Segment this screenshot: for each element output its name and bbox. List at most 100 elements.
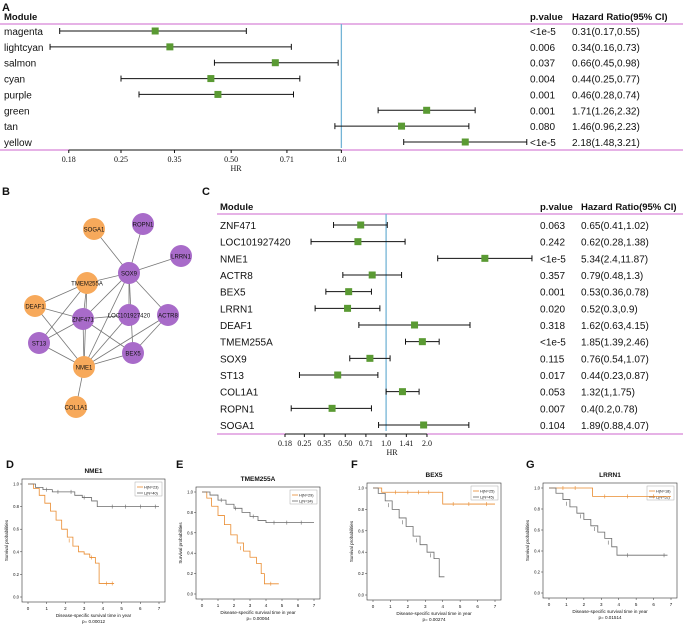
y-tick-label: 0.0 — [13, 595, 19, 600]
x-tick-label: 1.41 — [399, 439, 413, 448]
header-module: Module — [220, 202, 253, 213]
x-tick-label: 2 — [583, 602, 586, 607]
legend-box — [289, 489, 318, 505]
y-tick-label: 0.8 — [13, 504, 19, 509]
row-hazard-ratio-ci: 0.34(0.16,0.73) — [572, 43, 640, 54]
network-node-COL1A1: COL1A1 — [64, 396, 88, 418]
hr-point-box — [334, 371, 342, 379]
x-tick-label: 5 — [459, 604, 462, 609]
km-curve-l — [549, 487, 668, 556]
y-tick-label: 0.4 — [534, 549, 540, 554]
network-node-ZNF471: ZNF471 — [72, 308, 94, 330]
row-pvalue: <1e-5 — [530, 138, 556, 149]
row-pvalue: 0.001 — [530, 106, 555, 117]
row-hazard-ratio-ci: 0.31(0.17,0.55) — [572, 27, 640, 38]
forest-row-purple: purple 0.001 0.46(0.28,0.74) — [4, 90, 640, 101]
row-pvalue: 0.318 — [540, 321, 565, 332]
row-label: magenta — [4, 27, 43, 38]
km-plot-frame — [542, 482, 678, 599]
km-pvalue: p= 0.00274 — [422, 617, 446, 622]
row-hazard-ratio-ci: 0.44(0.23,0.87) — [581, 371, 649, 382]
hr-point-box — [207, 75, 215, 83]
node-label: SOX9 — [121, 272, 138, 278]
y-tick-label: 0.2 — [13, 572, 19, 577]
y-tick-label: 0.6 — [534, 528, 540, 533]
x-tick-label: 7 — [670, 602, 673, 607]
y-tick-label: 0.2 — [358, 571, 364, 576]
row-label: cyan — [4, 75, 25, 86]
node-label: DEAF1 — [25, 305, 45, 311]
legend-label-low: L(N=34) — [299, 500, 314, 504]
node-label: ZNF471 — [72, 318, 94, 324]
y-tick-label: 0.6 — [358, 528, 364, 533]
panel-letter: C — [202, 186, 210, 198]
hr-point-box — [354, 238, 362, 246]
hr-point-box — [328, 404, 336, 412]
km-pvalue: p= 0.01514 — [598, 615, 622, 620]
node-circle — [83, 218, 105, 240]
x-tick-label: 5 — [281, 603, 284, 608]
row-hazard-ratio-ci: 0.76(0.54,1.07) — [581, 354, 649, 365]
row-hazard-ratio-ci: 0.66(0.45,0.98) — [572, 59, 640, 70]
x-tick-label: 6 — [652, 602, 655, 607]
row-label: DEAF1 — [220, 321, 253, 332]
node-circle — [118, 262, 140, 284]
x-axis-label: HR — [386, 448, 398, 457]
km-plot-frame — [195, 486, 321, 600]
panel-letter: B — [2, 186, 10, 198]
x-axis-label: Disease-specific survival time in year — [56, 613, 132, 618]
x-axis-label: Disease-specific survival time in year — [396, 611, 472, 616]
forest-row-LOC101927420: LOC101927420 0.242 0.62(0.28,1.38) — [220, 238, 649, 249]
header-hazard-ratio: Hazard Ratio(95% CI) — [581, 202, 677, 213]
row-pvalue: 0.004 — [530, 75, 555, 86]
forest-row-DEAF1: DEAF1 0.318 1.62(0.63,4.15) — [220, 321, 649, 332]
x-tick-label: 4 — [265, 603, 268, 608]
km-title: NME1 — [84, 468, 102, 475]
km-title: BEX5 — [426, 472, 443, 479]
row-hazard-ratio-ci: 0.4(0.2,0.78) — [581, 404, 638, 415]
forest-row-SOGA1: SOGA1 0.104 1.89(0.88,4.07) — [220, 421, 649, 432]
header-hazard-ratio: Hazard Ratio(95% CI) — [572, 12, 668, 23]
forest-row-cyan: cyan 0.004 0.44(0.25,0.77) — [4, 75, 640, 86]
x-tick-label: 1 — [389, 604, 392, 609]
row-pvalue: 0.104 — [540, 421, 565, 432]
row-pvalue: 0.017 — [540, 371, 565, 382]
km-curve-l — [373, 487, 445, 578]
hr-point-box — [411, 321, 419, 329]
x-tick-label: 4 — [617, 602, 620, 607]
y-tick-label: 1.0 — [13, 482, 19, 487]
network-node-DEAF1: DEAF1 — [24, 295, 46, 317]
x-tick-label: 0.50 — [224, 155, 238, 164]
row-label: purple — [4, 90, 32, 101]
node-circle — [76, 272, 98, 294]
header-module: Module — [4, 12, 37, 23]
x-axis-label: HR — [230, 164, 242, 173]
forest-row-salmon: salmon 0.037 0.66(0.45,0.98) — [4, 59, 640, 70]
node-circle — [132, 213, 154, 235]
y-tick-label: 0.0 — [187, 592, 193, 597]
panel-letter: A — [2, 2, 10, 14]
row-hazard-ratio-ci: 0.53(0.36,0.78) — [581, 288, 649, 299]
x-tick-label: 0.18 — [62, 155, 76, 164]
x-tick-label: 0 — [548, 602, 551, 607]
node-label: BEX5 — [125, 352, 141, 358]
x-tick-label: 3 — [424, 604, 427, 609]
km-title: TMEM255A — [241, 476, 276, 483]
y-tick-label: 0.8 — [358, 507, 364, 512]
network-node-ACTR8: ACTR8 — [157, 304, 179, 326]
row-hazard-ratio-ci: 0.44(0.25,0.77) — [572, 75, 640, 86]
km-pvalue: p= 0.00012 — [82, 619, 106, 624]
x-tick-label: 1 — [565, 602, 568, 607]
network-node-TMEM255A: TMEM255A — [71, 272, 103, 294]
legend-label-high: H(N=23) — [144, 486, 159, 490]
row-label: salmon — [4, 59, 36, 70]
hr-point-box — [151, 27, 159, 35]
x-tick-label: 0.25 — [114, 155, 128, 164]
hr-point-box — [423, 106, 431, 114]
panel-f-km-plot: F BEX5 0 1 2 3 4 5 6 7 0.0 0.2 0.4 0.6 0.8 1.0 Survival … — [349, 459, 502, 622]
node-circle — [65, 396, 87, 418]
node-circle — [24, 295, 46, 317]
x-tick-label: 0.25 — [297, 439, 311, 448]
x-axis-label: Disease-specific survival time in year — [572, 609, 648, 614]
